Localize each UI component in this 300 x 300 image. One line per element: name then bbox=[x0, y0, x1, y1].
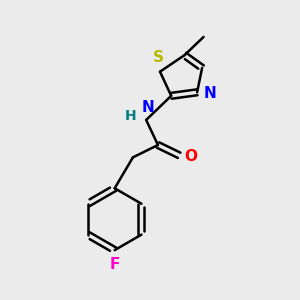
Text: N: N bbox=[204, 86, 216, 101]
Text: O: O bbox=[184, 149, 197, 164]
Text: S: S bbox=[153, 50, 164, 65]
Text: N: N bbox=[141, 100, 154, 115]
Text: H: H bbox=[125, 109, 137, 122]
Text: F: F bbox=[110, 256, 120, 272]
